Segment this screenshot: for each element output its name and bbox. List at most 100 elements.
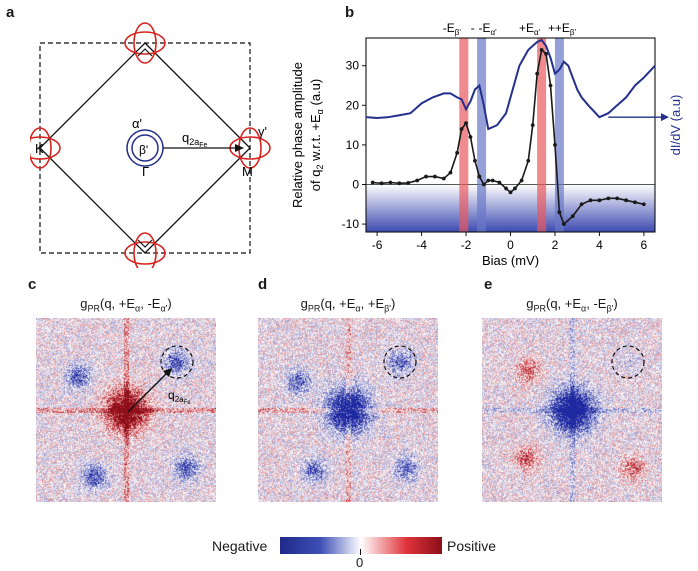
y-tick-label: 30 — [346, 59, 360, 73]
y-tick-label: -10 — [342, 217, 360, 231]
phase-point — [557, 210, 562, 215]
phase-point — [424, 174, 428, 179]
panel-letter-a: a — [6, 4, 15, 21]
gamma-prime-label: γ' — [258, 124, 267, 139]
phase-point — [597, 198, 602, 203]
colorbar-zero-tick — [360, 549, 361, 555]
phase-point — [588, 198, 593, 203]
map-title-d: gPR(q, +Eα, +Eβ') — [300, 296, 396, 314]
phase-point — [370, 180, 375, 185]
phase-point — [548, 83, 553, 88]
panel-letter-c: c — [28, 276, 37, 293]
y-tick-label: 10 — [346, 138, 360, 152]
x-tick-label: -6 — [372, 238, 383, 252]
phase-point — [464, 121, 468, 126]
q-label: q2aFe — [182, 130, 208, 149]
phase-point — [570, 214, 575, 219]
beta-prime-label: β' — [139, 143, 148, 157]
x-tick-label: 4 — [596, 238, 603, 252]
energy-label-1: -Eα' — [479, 21, 498, 37]
panel-letter-d: d — [258, 276, 268, 293]
phase-point — [497, 180, 502, 185]
y-tick-label: 20 — [346, 98, 360, 112]
x-tick-label: 6 — [641, 238, 648, 252]
map-e-overlay — [611, 345, 645, 379]
energy-band-3 — [554, 38, 564, 232]
phase-point — [508, 190, 513, 195]
k-point-label: K — [35, 141, 44, 156]
x-tick-label: 2 — [552, 238, 559, 252]
bragg-peak-circle — [160, 345, 194, 379]
qpi-map-e — [482, 318, 662, 502]
panel-letter-e: e — [484, 276, 493, 293]
phase-point — [468, 135, 473, 139]
y-axis-label-line2: of q2 w.r.t. +Eα (a.u) — [308, 79, 325, 191]
phase-point — [513, 186, 517, 191]
q-annotation: q2aFe — [168, 388, 191, 406]
phase-point — [441, 176, 446, 181]
phase-point — [481, 182, 486, 187]
phase-point — [433, 174, 437, 179]
phase-point — [615, 196, 620, 201]
energy-label-2: +Eα' — [519, 21, 541, 37]
energy-band-1 — [477, 38, 487, 232]
phase-point — [561, 222, 566, 226]
phase-point — [539, 47, 544, 52]
fermi-surface-diagram: α' β' Γ γ' K M q2aFe — [30, 22, 271, 268]
y-axis-label-line1: Relative phase amplitude — [290, 62, 305, 208]
x-tick-label: 0 — [507, 238, 514, 252]
phase-point — [490, 178, 495, 183]
folded-zone-diamond — [39, 42, 251, 254]
phase-amplitude-chart: -6 -4 -2 0 2 4 6 -10 0 10 20 30 Bias (mV) Relative ph… — [290, 21, 683, 268]
phase-point — [530, 123, 535, 128]
energy-label-3: +Eβ' — [555, 21, 577, 37]
electron-pockets — [30, 22, 271, 268]
bragg-peak-circle — [611, 345, 645, 379]
phase-point — [379, 181, 384, 186]
y-axis-label-right: dI/dV (a.u) — [668, 95, 683, 156]
phase-point — [477, 174, 482, 179]
panel-letter-b: b — [345, 4, 355, 21]
map-title-e: gPR(q, +Eα, -Eβ') — [526, 296, 618, 314]
y-tick-label: 0 — [352, 177, 359, 191]
phase-point — [606, 196, 611, 201]
energy-label-0: -Eβ' — [443, 21, 462, 37]
phase-point — [553, 142, 557, 147]
q-vector-arrow — [127, 371, 169, 413]
energy-label-separator: + — [548, 21, 555, 35]
phase-point — [624, 198, 628, 203]
phase-point — [535, 71, 540, 76]
m-point-label: M — [242, 164, 253, 179]
phase-point — [579, 202, 584, 207]
series-dIdV — [365, 38, 656, 131]
phase-point — [519, 178, 524, 183]
phase-point — [406, 181, 411, 185]
map-c-overlay: q2aFe — [127, 345, 194, 413]
energy-band-0 — [459, 38, 469, 232]
energy-band-2 — [537, 38, 547, 232]
energy-label-separator: - — [471, 21, 475, 35]
phase-point — [504, 186, 508, 191]
x-axis-label: Bias (mV) — [482, 253, 539, 268]
phase-point — [633, 200, 637, 205]
qpi-map-d — [258, 318, 438, 502]
phase-point — [448, 170, 453, 175]
colorbar-positive-label: Positive — [447, 538, 497, 554]
map-d-overlay — [383, 345, 417, 379]
gamma-point-label: Γ — [142, 164, 149, 179]
x-tick-label: -2 — [461, 238, 472, 252]
x-tick-label: -4 — [416, 238, 427, 252]
phase-point — [388, 180, 393, 185]
phase-point — [641, 202, 646, 207]
phase-point — [526, 158, 531, 163]
phase-point — [397, 181, 402, 186]
phase-point — [486, 178, 491, 183]
hole-pocket-inner — [131, 134, 159, 162]
colorbar-zero-label: 0 — [356, 555, 364, 570]
phase-point — [455, 150, 460, 155]
colorbar-negative-label: Negative — [212, 538, 268, 554]
right-axis-arrowhead — [661, 113, 669, 122]
map-title-c: gPR(q, +Eα, -Eα') — [80, 296, 172, 314]
alpha-prime-label: α' — [132, 116, 142, 131]
phase-point — [415, 178, 420, 183]
